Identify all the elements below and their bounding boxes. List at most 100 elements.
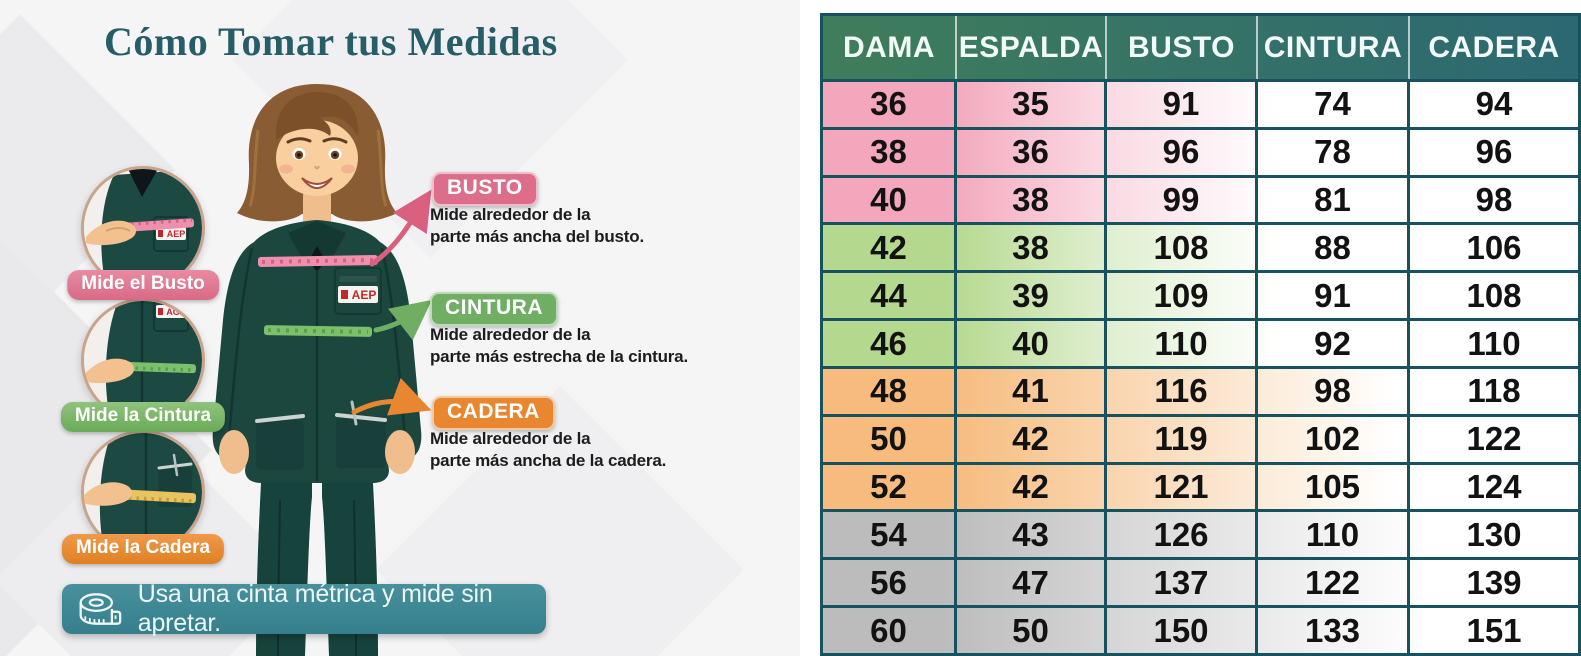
size-table: DAMA ESPALDA BUSTO CINTURA CADERA 36 35 91 74 94 3… (820, 13, 1581, 656)
table-cell: 42 (957, 416, 1107, 462)
table-cell: 118 (1467, 372, 1521, 410)
table-cell: 151 (1466, 611, 1522, 649)
table-cell: 108 (1107, 225, 1258, 271)
table-cell: 81 (1258, 177, 1410, 223)
table-row: 52 42 121 105 124 (823, 464, 1578, 513)
table-cell: 38 (957, 177, 1107, 223)
table-cell: 35 (957, 82, 1107, 127)
hip-step-label: Mide la Cadera (61, 534, 225, 564)
table-cell: 48 (823, 368, 957, 414)
table-cell: 52 (823, 464, 957, 510)
table-cell: 122 (1258, 560, 1410, 606)
hip-step-circle (81, 430, 205, 554)
table-cell: 96 (1475, 133, 1513, 171)
table-cell: 54 (823, 512, 957, 558)
table-cell: 122 (1466, 420, 1522, 458)
hip-badge: CADERA (432, 396, 555, 430)
table-row: 48 41 116 98 118 (823, 368, 1578, 417)
table-cell: 150 (1107, 608, 1258, 653)
bust-tape (257, 254, 379, 267)
waist-step-label: Mide la Cintura (60, 402, 226, 432)
bust-step-circle: AEP (81, 166, 205, 290)
table-cell: 98 (1475, 181, 1513, 219)
table-cell: 47 (957, 560, 1107, 606)
table-cell: 110 (1258, 512, 1410, 558)
svg-text:AEP: AEP (167, 229, 186, 239)
table-row: 42 38 108 88 106 (823, 225, 1578, 274)
table-cell: 110 (1107, 321, 1258, 366)
table-cell: 130 (1466, 515, 1522, 553)
table-cell: 96 (1107, 129, 1258, 175)
table-cell: 137 (1107, 560, 1258, 606)
table-cell: 50 (957, 608, 1107, 653)
table-cell: 39 (957, 273, 1107, 319)
table-cell: 121 (1107, 464, 1258, 510)
table-cell: 126 (1107, 512, 1258, 558)
page-title: Cómo Tomar tus Medidas (104, 19, 558, 64)
column-header-dama: DAMA (823, 16, 957, 79)
table-cell: 99 (1107, 177, 1258, 223)
footer-tip-text: Usa una cinta métrica y mide sin apretar… (137, 580, 493, 637)
table-cell: 91 (1258, 273, 1410, 319)
table-cell: 119 (1107, 416, 1258, 462)
table-cell: 38 (957, 225, 1107, 271)
measuring-tape-icon (79, 593, 122, 625)
table-cell: 94 (1475, 85, 1513, 123)
table-cell: 92 (1258, 321, 1410, 366)
table-cell: 109 (1107, 273, 1258, 319)
table-row: 60 50 150 133 151 (823, 608, 1578, 653)
table-row: 36 35 91 74 94 (823, 82, 1578, 130)
table-cell: 110 (1467, 324, 1521, 362)
brand-patch-text: AEP (352, 288, 377, 302)
table-cell: 40 (957, 321, 1107, 366)
table-row: 38 36 96 78 96 (823, 129, 1578, 178)
bust-step-label: Mide el Busto (67, 270, 219, 300)
measurement-guide-panel: Cómo Tomar tus Medidas (0, 19, 689, 656)
waist-tape (263, 325, 373, 337)
table-cell: 36 (957, 129, 1107, 175)
table-row: 44 39 109 91 108 (823, 273, 1578, 322)
table-cell: 50 (823, 416, 957, 462)
footer-tip-banner: Usa una cinta métrica y mide sin apretar… (62, 580, 546, 637)
table-row: 56 47 137 122 139 (823, 560, 1578, 609)
table-row: 40 38 99 81 98 (823, 177, 1578, 226)
hip-description: Mide alrededor de la parte más ancha de l… (430, 429, 667, 470)
table-cell: 74 (1258, 82, 1410, 127)
waist-badge: CINTURA (430, 292, 558, 326)
table-cell: 36 (823, 82, 957, 127)
table-cell: 124 (1466, 468, 1522, 506)
table-cell: 98 (1258, 368, 1410, 414)
bust-badge: BUSTO (432, 172, 538, 206)
column-header-cintura: CINTURA (1258, 16, 1410, 79)
table-cell: 88 (1258, 225, 1410, 271)
svg-text:AGP: AGP (166, 307, 186, 317)
table-cell: 91 (1107, 82, 1258, 127)
column-header-busto: BUSTO (1107, 16, 1258, 79)
column-header-espalda: ESPALDA (957, 16, 1107, 79)
table-cell: 133 (1258, 608, 1410, 653)
column-header-cadera: CADERA (1428, 30, 1560, 64)
waist-step-circle: AGP (81, 298, 205, 422)
table-cell: 43 (957, 512, 1107, 558)
table-cell: 42 (957, 464, 1107, 510)
table-cell: 40 (823, 177, 957, 223)
table-cell: 139 (1466, 563, 1522, 601)
table-cell: 41 (957, 368, 1107, 414)
table-cell: 42 (823, 225, 957, 271)
bust-description: Mide alrededor de la parte más ancha del … (430, 205, 644, 246)
table-cell: 60 (823, 608, 957, 653)
table-row: 50 42 119 102 122 (823, 416, 1578, 465)
table-cell: 116 (1107, 368, 1258, 414)
table-row: 54 43 126 110 130 (823, 512, 1578, 561)
waist-description: Mide alrededor de la parte más estrecha d… (430, 325, 688, 366)
table-cell: 108 (1466, 276, 1522, 314)
table-cell: 44 (823, 273, 957, 319)
table-row: 46 40 110 92 110 (823, 321, 1578, 369)
table-cell: 105 (1258, 464, 1410, 510)
table-cell: 106 (1466, 228, 1522, 266)
size-table-header: DAMA ESPALDA BUSTO CINTURA CADERA (823, 16, 1578, 82)
table-cell: 102 (1258, 416, 1410, 462)
table-cell: 56 (823, 560, 957, 606)
table-cell: 78 (1258, 129, 1410, 175)
